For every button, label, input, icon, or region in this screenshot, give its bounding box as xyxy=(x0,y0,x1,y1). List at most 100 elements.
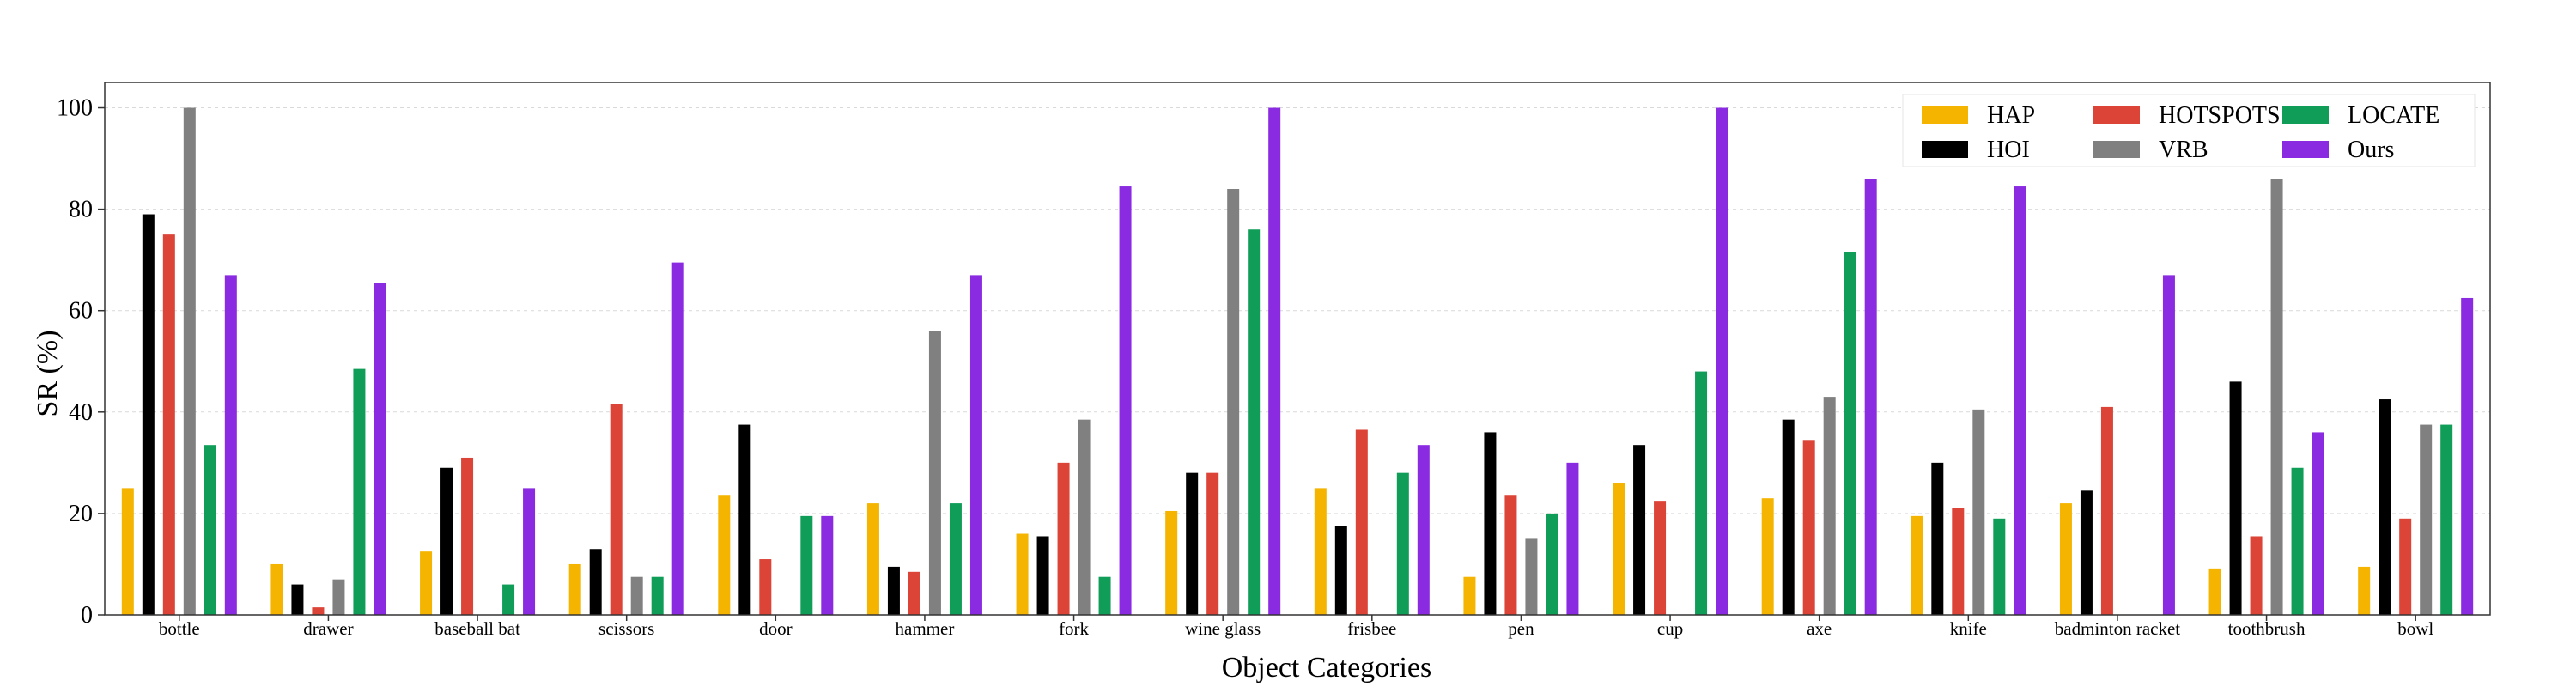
bar-hap-wine-glass xyxy=(1165,510,1178,615)
bar-locate-fork xyxy=(1098,576,1111,615)
bar-vrb-wine-glass xyxy=(1227,189,1240,615)
bar-hoi-fork xyxy=(1036,536,1049,615)
legend-box xyxy=(1902,94,2476,167)
bar-ours-fork xyxy=(1119,186,1132,616)
bar-hoi-pen xyxy=(1484,432,1497,615)
x-tick-label: cup xyxy=(1657,618,1683,639)
x-tick-label: pen xyxy=(1508,618,1534,639)
bar-locate-bowl xyxy=(2440,424,2453,615)
legend-swatch-locate xyxy=(2282,106,2329,124)
bar-hotspots-cup xyxy=(1654,501,1667,615)
bar-hotspots-drawer xyxy=(312,607,325,615)
bar-vrb-axe xyxy=(1823,397,1836,615)
bar-locate-bottle xyxy=(204,445,216,615)
legend-label-hoi: HOI xyxy=(1987,137,2030,163)
y-tick-label: 60 xyxy=(69,298,93,325)
bar-hoi-toothbrush xyxy=(2229,381,2242,615)
bar-hap-badminton-racket xyxy=(2059,503,2072,615)
x-tick-label: knife xyxy=(1950,618,1987,639)
bar-ours-knife xyxy=(2014,186,2026,616)
x-tick-label: bottle xyxy=(159,618,200,639)
bar-vrb-drawer xyxy=(332,579,345,615)
bar-hotspots-scissors xyxy=(610,404,623,615)
y-tick-label: 100 xyxy=(57,95,93,122)
legend-swatch-ours xyxy=(2282,141,2329,158)
bar-ours-frisbee xyxy=(1417,445,1430,615)
bar-hoi-badminton-racket xyxy=(2080,490,2093,615)
x-tick-label: door xyxy=(759,618,793,639)
bar-hap-knife xyxy=(1911,515,1923,615)
x-tick-label: bowl xyxy=(2397,618,2433,639)
bar-ours-pen xyxy=(1566,462,1579,615)
legend-label-locate: LOCATE xyxy=(2348,102,2439,129)
legend-label-hap: HAP xyxy=(1987,102,2035,129)
bar-hap-cup xyxy=(1613,483,1625,615)
bar-locate-cup xyxy=(1695,371,1708,615)
bar-locate-knife xyxy=(1993,518,2006,615)
bar-ours-hammer xyxy=(969,275,982,615)
bar-hoi-cup xyxy=(1633,445,1646,615)
y-axis-label: SR (%) xyxy=(32,330,64,416)
bar-hoi-hammer xyxy=(887,566,900,615)
bar-hap-drawer xyxy=(270,563,283,615)
bar-ours-axe xyxy=(1864,179,1877,615)
x-tick-label: badminton racket xyxy=(2055,618,2181,639)
bar-hoi-baseball-bat xyxy=(440,467,453,615)
bar-locate-pen xyxy=(1546,513,1558,615)
bar-hap-toothbrush xyxy=(2208,568,2221,615)
y-tick-label: 0 xyxy=(81,602,93,629)
bar-locate-frisbee xyxy=(1396,472,1409,615)
bar-ours-badminton-racket xyxy=(2162,275,2175,615)
bar-ours-bowl xyxy=(2461,297,2474,615)
bar-hap-bowl xyxy=(2358,566,2371,615)
plot-frame xyxy=(104,82,2491,616)
bar-vrb-bowl xyxy=(2420,424,2433,615)
axes: 0 20 40 60 80 100 bottle drawer baseball bat scis… xyxy=(57,82,2491,639)
bar-hoi-knife xyxy=(1931,462,1944,615)
legend-swatch-hotspots xyxy=(2093,106,2140,124)
bar-ours-wine-glass xyxy=(1268,107,1281,616)
x-tick-label: toothbrush xyxy=(2228,618,2306,639)
bar-hotspots-pen xyxy=(1504,495,1517,615)
legend-label-ours: Ours xyxy=(2348,137,2394,163)
bar-hotspots-frisbee xyxy=(1355,429,1368,615)
bar-hap-pen xyxy=(1463,576,1476,615)
bar-hoi-scissors xyxy=(589,549,602,615)
bar-hoi-bottle xyxy=(142,214,155,615)
x-tick-label: baseball bat xyxy=(434,618,520,639)
bar-hoi-door xyxy=(738,424,751,615)
bar-locate-toothbrush xyxy=(2291,467,2304,615)
bar-hoi-axe xyxy=(1782,419,1795,615)
bar-vrb-bottle xyxy=(183,107,196,616)
bar-locate-scissors xyxy=(651,576,664,615)
bar-hotspots-hammer xyxy=(908,571,920,615)
bar-locate-hammer xyxy=(949,503,962,615)
bar-ours-cup xyxy=(1716,107,1728,616)
x-tick-label: frisbee xyxy=(1347,618,1396,639)
bar-ours-bottle xyxy=(224,275,237,615)
x-tick-label: drawer xyxy=(303,618,353,639)
bar-vrb-scissors xyxy=(630,576,643,615)
bar-hap-door xyxy=(718,495,731,615)
bar-ours-toothbrush xyxy=(2312,432,2324,615)
bar-hotspots-fork xyxy=(1057,462,1070,615)
bar-hap-hammer xyxy=(866,503,879,615)
bar-locate-baseball-bat xyxy=(502,584,515,615)
bar-hap-bottle xyxy=(121,488,134,615)
bar-hotspots-bottle xyxy=(162,234,175,615)
legend-swatch-hoi xyxy=(1922,141,1968,158)
bar-vrb-toothbrush xyxy=(2270,179,2283,615)
bar-hotspots-axe xyxy=(1802,440,1815,615)
bar-hotspots-wine-glass xyxy=(1206,472,1219,615)
bar-hotspots-badminton-racket xyxy=(2100,406,2113,615)
bar-hotspots-baseball-bat xyxy=(461,457,474,615)
bar-ours-scissors xyxy=(671,262,684,615)
bar-hap-baseball-bat xyxy=(420,551,433,615)
bar-vrb-pen xyxy=(1525,538,1538,615)
x-tick-label: scissors xyxy=(598,618,654,639)
legend-label-hotspots: HOTSPOTS xyxy=(2159,102,2281,129)
bar-locate-door xyxy=(800,515,813,615)
bar-vrb-knife xyxy=(1972,409,1985,615)
bar-ours-door xyxy=(821,515,834,615)
